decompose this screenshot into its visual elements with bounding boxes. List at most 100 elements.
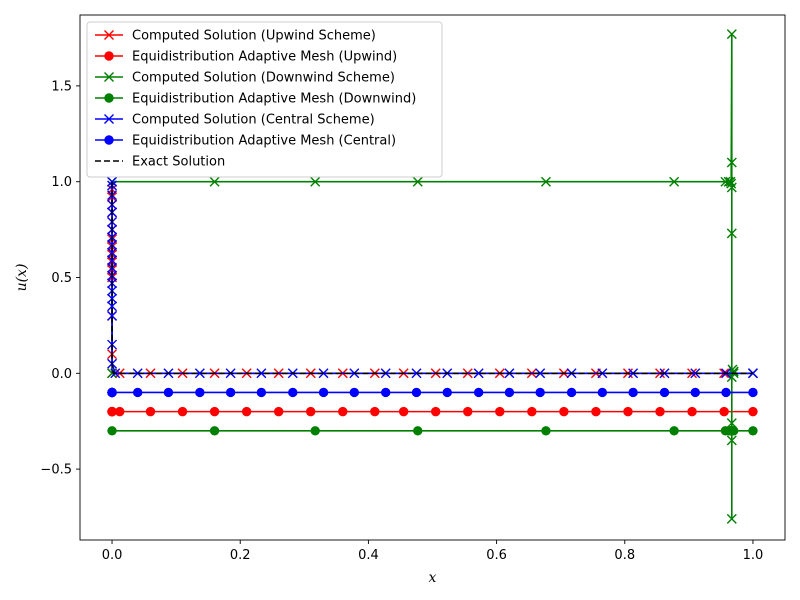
legend-label-3: Equidistribution Adaptive Mesh (Downwind… bbox=[132, 92, 416, 107]
series-3-point-3 bbox=[413, 426, 423, 436]
legend-entry-3: Equidistribution Adaptive Mesh (Downwind… bbox=[95, 92, 416, 107]
series-5-point-13 bbox=[288, 387, 298, 398]
series-3 bbox=[107, 426, 758, 436]
series-1-point-18 bbox=[527, 406, 537, 417]
series-5 bbox=[107, 387, 758, 398]
series-5-point-23 bbox=[597, 387, 608, 398]
series-4-point-9 bbox=[107, 247, 118, 258]
x-tick-label-1: 0.2 bbox=[230, 548, 251, 563]
legend-marker-5 bbox=[104, 135, 114, 145]
series-5-point-10 bbox=[195, 387, 205, 398]
series-1-point-24 bbox=[719, 406, 729, 417]
series-line-6 bbox=[111, 181, 753, 375]
series-5-point-24 bbox=[628, 387, 638, 398]
legend-entry-6: Exact Solution bbox=[95, 155, 225, 170]
series-4-point-16 bbox=[107, 301, 118, 312]
series-5-point-8 bbox=[132, 387, 143, 398]
series-1 bbox=[107, 406, 758, 417]
series-1-point-11 bbox=[306, 406, 316, 417]
series-5-point-14 bbox=[318, 387, 329, 398]
series-1-point-16 bbox=[463, 406, 473, 417]
legend-entry-4: Computed Solution (Central Scheme) bbox=[95, 113, 375, 128]
series-5-point-16 bbox=[381, 387, 391, 398]
series-1-point-6 bbox=[145, 406, 156, 417]
legend-label-2: Computed Solution (Downwind Scheme) bbox=[132, 71, 395, 86]
series-5-point-20 bbox=[504, 387, 515, 398]
series-5-point-19 bbox=[473, 387, 484, 398]
legend-marker-2 bbox=[104, 72, 114, 82]
series-5-point-15 bbox=[349, 387, 360, 398]
x-tick-label-4: 0.8 bbox=[614, 548, 635, 563]
x-tick-label-2: 0.4 bbox=[358, 548, 379, 563]
legend: Computed Solution (Upwind Scheme) Equidis… bbox=[86, 21, 443, 178]
legend-marker-0 bbox=[104, 30, 114, 40]
series-4-point-0 bbox=[107, 176, 118, 187]
series-2-point-2 bbox=[209, 176, 220, 187]
legend-entry-2: Computed Solution (Downwind Scheme) bbox=[95, 71, 395, 86]
x-tick-label-3: 0.6 bbox=[486, 548, 507, 563]
series-6 bbox=[111, 181, 753, 375]
series-4-point-34 bbox=[535, 368, 546, 379]
legend-marker-4 bbox=[104, 114, 114, 124]
y-tick-label-2: 0.5 bbox=[51, 271, 72, 286]
series-2-point-5 bbox=[540, 176, 551, 187]
series-3-point-13 bbox=[748, 426, 758, 436]
series-5-point-26 bbox=[690, 387, 700, 398]
legend-label-1: Equidistribution Adaptive Mesh (Upwind) bbox=[132, 50, 397, 65]
series-2-point-10 bbox=[726, 178, 737, 189]
series-2-point-6 bbox=[669, 176, 680, 187]
series-3-point-0 bbox=[107, 426, 117, 436]
series-2-point-15 bbox=[726, 182, 737, 193]
series-2-point-9 bbox=[725, 176, 736, 187]
legend-marker-3 bbox=[104, 93, 114, 103]
series-1-point-23 bbox=[687, 406, 697, 417]
series-1-point-19 bbox=[559, 406, 569, 417]
series-5-point-22 bbox=[566, 387, 577, 398]
series-2-point-16 bbox=[726, 435, 737, 446]
series-2-point-12 bbox=[726, 513, 737, 524]
legend-entry-0: Computed Solution (Upwind Scheme) bbox=[95, 29, 376, 44]
series-4-point-39 bbox=[690, 368, 701, 379]
y-tick-label-4: 1.5 bbox=[51, 79, 72, 94]
x-tick-label-5: 1.0 bbox=[743, 548, 764, 563]
series-1-point-13 bbox=[370, 406, 380, 417]
series-1-point-15 bbox=[431, 406, 441, 417]
series-5-point-25 bbox=[659, 387, 670, 398]
series-4 bbox=[107, 176, 758, 379]
series-1-point-4 bbox=[107, 406, 117, 417]
series-2-point-4 bbox=[412, 176, 423, 187]
series-1-point-9 bbox=[241, 406, 252, 417]
legend-marker-1 bbox=[104, 51, 114, 61]
series-5-point-12 bbox=[256, 387, 267, 398]
legend-entry-5: Equidistribution Adaptive Mesh (Central) bbox=[95, 134, 396, 149]
series-1-point-25 bbox=[748, 406, 758, 417]
series-5-point-27 bbox=[721, 387, 731, 398]
series-1-point-5 bbox=[115, 406, 125, 417]
legend-label-6: Exact Solution bbox=[132, 155, 225, 170]
series-1-point-7 bbox=[177, 406, 188, 417]
series-3-point-4 bbox=[541, 426, 551, 436]
series-group bbox=[107, 29, 758, 524]
series-3-point-5 bbox=[669, 426, 679, 436]
series-line-4 bbox=[111, 181, 753, 375]
series-5-point-17 bbox=[411, 387, 422, 398]
series-5-point-7 bbox=[107, 387, 117, 398]
series-4-point-25 bbox=[256, 368, 267, 379]
series-4-point-17 bbox=[107, 310, 118, 321]
series-5-point-18 bbox=[442, 387, 452, 398]
series-3-point-1 bbox=[209, 426, 220, 436]
x-axis-label: x bbox=[429, 570, 437, 586]
series-4-point-32 bbox=[473, 368, 484, 379]
series-5-point-21 bbox=[535, 387, 545, 398]
legend-label-5: Equidistribution Adaptive Mesh (Central) bbox=[132, 134, 396, 149]
series-line-0 bbox=[111, 181, 753, 375]
series-4-point-10 bbox=[107, 255, 118, 266]
series-3-point-2 bbox=[310, 426, 320, 436]
y-tick-label-3: 1.0 bbox=[51, 175, 72, 190]
y-tick-label-0: −0.5 bbox=[40, 463, 72, 478]
series-3-point-12 bbox=[729, 426, 739, 436]
x-tick-label-0: 0.0 bbox=[102, 548, 123, 563]
series-5-point-28 bbox=[748, 387, 758, 398]
legend-label-4: Computed Solution (Central Scheme) bbox=[132, 113, 375, 128]
